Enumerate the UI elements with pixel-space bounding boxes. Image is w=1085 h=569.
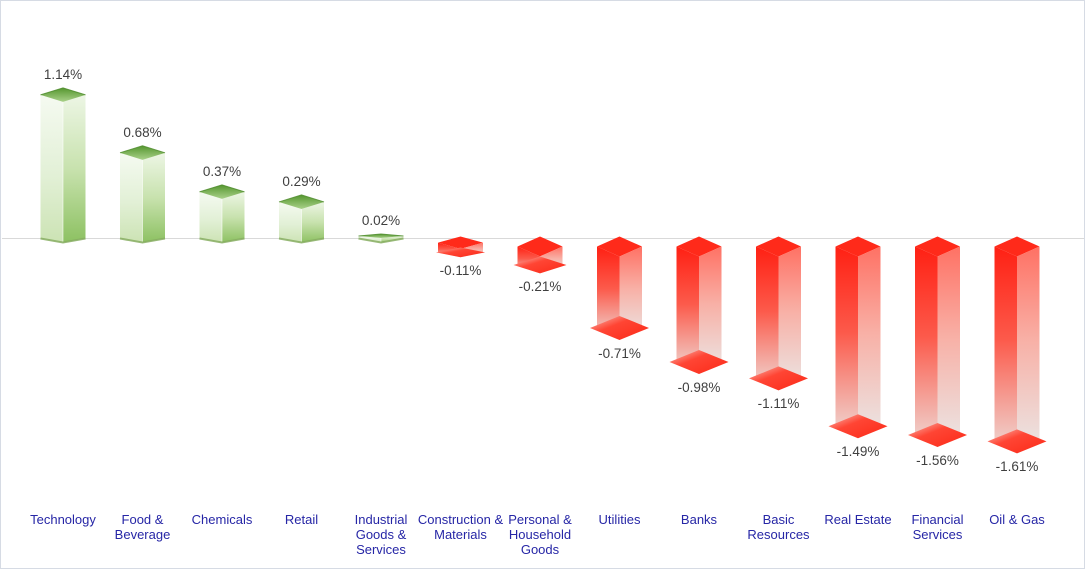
bar-right-face	[63, 94, 86, 243]
bar-left-face	[120, 152, 143, 243]
value-label-real-estate: -1.49%	[836, 444, 880, 460]
bar-right-face	[619, 246, 642, 340]
bar-top-rim	[40, 87, 86, 96]
category-label-banks: Banks	[680, 512, 718, 527]
value-label-construction-materials: -0.11%	[439, 263, 482, 279]
bar-bottom-face	[435, 247, 486, 258]
bar-bottom-face	[749, 366, 808, 391]
category-label-construction-materials: Construction & Materials	[417, 512, 504, 542]
bar-real-estate[interactable]	[828, 236, 888, 439]
value-label-food-beverage: 0.68%	[123, 124, 162, 140]
value-label-basic-resources: -1.11%	[757, 396, 800, 412]
bar-bottom-edge	[278, 237, 325, 244]
bar-left-face	[597, 246, 620, 340]
value-label-retail: 0.29%	[282, 173, 321, 189]
bar-right-face	[1017, 246, 1040, 454]
bar-bottom-edge	[40, 237, 86, 244]
bar-utilities[interactable]	[590, 236, 649, 340]
bar-bottom-face	[590, 315, 649, 340]
bar-industrial-goods-services[interactable]	[358, 233, 404, 244]
bar-bottom-edge	[119, 237, 166, 244]
bar-right-face	[778, 246, 801, 391]
bar-top-rim	[199, 184, 245, 193]
bar-bottom-face	[828, 414, 888, 439]
category-label-industrial-goods-services: Industrial Goods & Services	[354, 512, 408, 557]
bar-right-face	[301, 201, 324, 243]
value-label-financial-services: -1.56%	[916, 453, 959, 469]
category-label-chemicals: Chemicals	[191, 512, 253, 527]
bar-left-face	[40, 94, 63, 243]
bar-bottom-edge	[199, 237, 245, 244]
bar-banks[interactable]	[669, 236, 729, 374]
bar-construction-materials[interactable]	[435, 236, 486, 258]
value-label-personal-household-goods: -0.21%	[518, 279, 562, 295]
value-label-industrial-goods-services: 0.02%	[361, 212, 401, 228]
bar-bottom-face	[669, 349, 729, 374]
bar-right-face	[858, 246, 881, 439]
bar-top-rim	[358, 233, 404, 237]
category-label-food-beverage: Food & Beverage	[114, 512, 171, 542]
bar-bottom-face	[908, 423, 967, 448]
bar-basic-resources[interactable]	[749, 236, 808, 391]
category-label-utilities: Utilities	[598, 512, 641, 527]
bar-left-face	[994, 246, 1017, 454]
bar-left-face	[835, 246, 858, 439]
bar-chemicals[interactable]	[199, 184, 245, 244]
value-label-utilities: -0.71%	[598, 345, 641, 361]
bar-retail[interactable]	[278, 194, 325, 244]
value-label-chemicals: 0.37%	[202, 163, 242, 179]
bar-right-face	[222, 191, 245, 243]
bar-left-face	[756, 246, 779, 391]
bar-left-face	[915, 246, 938, 448]
value-label-banks: -0.98%	[677, 379, 721, 395]
category-label-retail: Retail	[284, 512, 319, 527]
bar-food-beverage[interactable]	[119, 145, 166, 244]
bar-personal-household-goods[interactable]	[513, 236, 567, 274]
bar-top-rim	[278, 194, 325, 203]
bar-bottom-edge	[358, 237, 404, 244]
bar-left-face	[199, 191, 222, 243]
bar-oil-gas[interactable]	[987, 236, 1047, 454]
value-label-technology: 1.14%	[43, 66, 83, 82]
bar-right-face	[699, 246, 722, 374]
category-label-oil-gas: Oil & Gas	[989, 512, 1045, 527]
category-label-basic-resources: Basic Resources	[747, 512, 810, 542]
bar-bottom-face	[513, 256, 567, 274]
bar-financial-services[interactable]	[908, 236, 967, 448]
bar-bottom-face	[987, 429, 1047, 454]
category-label-financial-services: Financial Services	[911, 512, 964, 542]
bar-top-rim-face	[517, 236, 563, 257]
bar-left-face	[676, 246, 699, 374]
bar-technology[interactable]	[40, 87, 86, 244]
bar-top-rim	[119, 145, 166, 154]
bar-right-face	[937, 246, 960, 448]
category-label-real-estate: Real Estate	[824, 512, 892, 527]
value-label-oil-gas: -1.61%	[995, 459, 1039, 475]
category-label-personal-household-goods: Personal & Household Goods	[508, 512, 572, 557]
bar-right-face	[142, 152, 165, 243]
bar-left-face	[279, 201, 302, 243]
category-label-technology: Technology	[30, 512, 96, 527]
